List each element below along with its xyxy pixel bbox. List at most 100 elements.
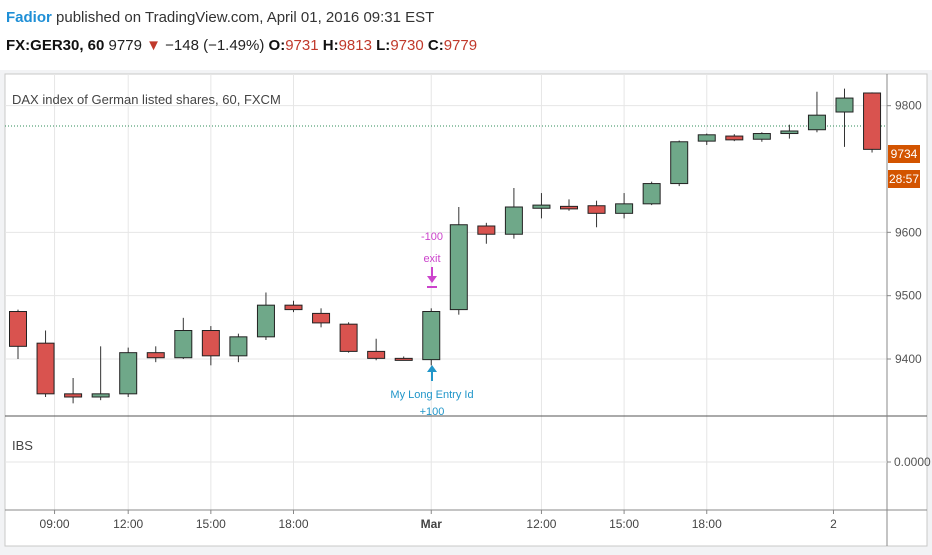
- candle-body: [119, 352, 138, 395]
- candle[interactable]: [560, 199, 578, 211]
- price-chart[interactable]: -100 exit My Long Entry Id +100 DAX inde…: [0, 70, 932, 550]
- candle-body: [36, 342, 55, 395]
- candle[interactable]: [697, 133, 716, 145]
- candle[interactable]: [532, 193, 551, 219]
- candle-body: [422, 311, 441, 361]
- candle[interactable]: [642, 181, 661, 206]
- candle[interactable]: [504, 188, 523, 239]
- candle[interactable]: [146, 346, 165, 363]
- y-tick-label: 9400: [895, 352, 922, 366]
- candle[interactable]: [339, 322, 358, 353]
- x-tick-label: 12:00: [113, 517, 143, 531]
- candle-body: [752, 133, 771, 140]
- candle[interactable]: [36, 330, 55, 398]
- candle-body: [449, 224, 468, 311]
- candle-body: [229, 336, 248, 357]
- candle[interactable]: [174, 317, 193, 359]
- candle[interactable]: [394, 356, 413, 361]
- candle-body: [146, 352, 165, 359]
- low-label: L:: [376, 37, 391, 54]
- y-tick-label: 9500: [895, 289, 922, 303]
- candle[interactable]: [752, 132, 771, 142]
- candle[interactable]: [725, 134, 744, 142]
- candle-body: [394, 357, 413, 361]
- price-change: −148 (−1.49%): [165, 37, 265, 54]
- x-tick-label: 18:00: [278, 517, 308, 531]
- candle-body: [9, 311, 27, 347]
- candle[interactable]: [64, 378, 83, 404]
- candle-body: [201, 330, 220, 357]
- candle-body: [532, 204, 551, 209]
- candle[interactable]: [835, 88, 854, 147]
- candle[interactable]: [863, 92, 882, 153]
- x-tick-label: 12:00: [526, 517, 556, 531]
- publish-line: Fadior published on TradingView.com, Apr…: [6, 9, 434, 26]
- candle-body: [256, 304, 275, 338]
- symbol-name: FX:GER30, 60: [6, 37, 105, 54]
- candle[interactable]: [229, 333, 248, 363]
- last-price: 9779: [108, 37, 142, 54]
- x-tick-label: 15:00: [196, 517, 226, 531]
- y-tick-label: 9600: [895, 225, 922, 239]
- candle[interactable]: [201, 326, 220, 366]
- x-tick-label: 15:00: [609, 517, 639, 531]
- exit-arrow-icon: [427, 267, 437, 288]
- candle-body: [477, 225, 496, 235]
- candle-body: [835, 97, 854, 113]
- candle-body: [560, 205, 578, 210]
- candle-body: [312, 312, 331, 324]
- candle[interactable]: [9, 309, 27, 359]
- entry-arrow-icon: [427, 365, 437, 381]
- grid: [5, 74, 887, 510]
- x-tick-label: 18:00: [692, 517, 722, 531]
- entry-qty-label: +100: [420, 406, 445, 418]
- symbol-line: FX:GER30, 60 9779 ▼ −148 (−1.49%) O:9731…: [6, 37, 477, 54]
- candle[interactable]: [615, 193, 634, 219]
- candle[interactable]: [91, 346, 110, 401]
- publish-text: published on TradingView.com, April 01, …: [51, 9, 435, 26]
- countdown-tag: 28:57: [888, 170, 920, 188]
- chart-title: DAX index of German listed shares, 60, F…: [12, 92, 281, 107]
- candle-body: [725, 135, 744, 141]
- exit-label: exit: [423, 253, 440, 265]
- exit-qty-label: -100: [421, 231, 443, 243]
- x-tick-label: 09:00: [40, 517, 70, 531]
- candles[interactable]: [9, 88, 882, 404]
- candle-body: [367, 350, 386, 359]
- low-value: 9730: [390, 37, 424, 54]
- chart-frame[interactable]: -100 exit My Long Entry Id +100 DAX inde…: [0, 70, 932, 550]
- candle[interactable]: [449, 207, 468, 315]
- candle-body: [697, 134, 716, 142]
- candle-body: [174, 330, 193, 359]
- candle-body: [642, 183, 661, 205]
- candle[interactable]: [670, 140, 689, 187]
- candle[interactable]: [422, 308, 441, 366]
- author-link[interactable]: Fadior: [6, 9, 52, 26]
- candle[interactable]: [119, 347, 138, 397]
- price-axis[interactable]: 9400 9500 9600 9800: [887, 99, 922, 366]
- candle[interactable]: [284, 300, 303, 313]
- candle-body: [780, 130, 799, 135]
- candle[interactable]: [587, 200, 606, 228]
- close-label: C:: [427, 37, 444, 54]
- candle[interactable]: [367, 338, 386, 361]
- indicator-name: IBS: [12, 438, 33, 453]
- time-axis[interactable]: 09:00 12:00 15:00 18:00 Mar 12:00 15:00 18:00 2: [40, 510, 838, 531]
- candle-body: [587, 205, 606, 214]
- candle[interactable]: [256, 292, 275, 341]
- down-arrow-icon: ▼: [146, 37, 161, 54]
- y-tick-label: 9800: [895, 99, 922, 113]
- candle[interactable]: [780, 124, 799, 139]
- candle[interactable]: [477, 222, 496, 244]
- countdown-label: 28:57: [889, 172, 919, 186]
- candle-body: [64, 393, 83, 398]
- candle[interactable]: [807, 91, 826, 133]
- candle-body: [284, 304, 303, 311]
- candle-body: [670, 141, 689, 185]
- open-label: O:: [268, 37, 286, 54]
- open-value: 9731: [285, 37, 319, 54]
- candle[interactable]: [312, 308, 331, 328]
- high-value: 9813: [338, 37, 372, 54]
- indicator-tick-label: 0.0000: [894, 455, 931, 469]
- candle-body: [863, 92, 882, 150]
